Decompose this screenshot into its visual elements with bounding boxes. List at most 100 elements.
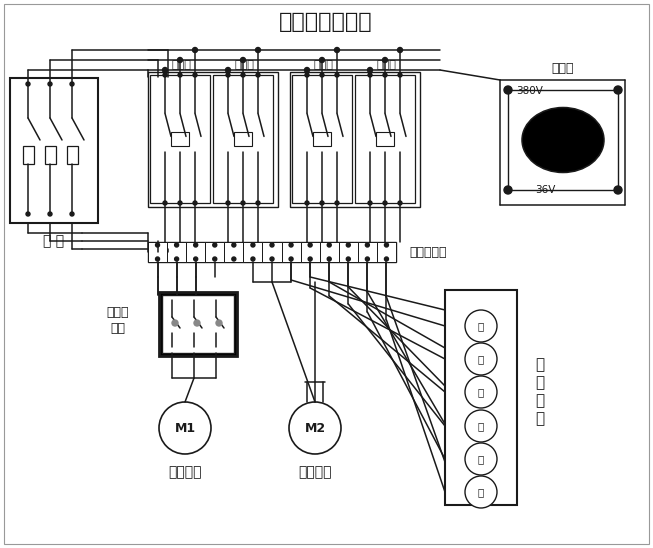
Circle shape bbox=[270, 243, 274, 247]
Bar bbox=[292, 75, 352, 203]
Bar bbox=[376, 132, 394, 146]
Circle shape bbox=[240, 58, 246, 62]
Bar bbox=[205, 242, 225, 262]
Circle shape bbox=[289, 402, 341, 454]
Circle shape bbox=[366, 257, 370, 261]
Bar bbox=[300, 242, 320, 262]
Circle shape bbox=[172, 320, 178, 326]
Circle shape bbox=[270, 257, 274, 261]
Text: M1: M1 bbox=[174, 421, 195, 435]
Bar bbox=[186, 242, 205, 262]
Circle shape bbox=[193, 73, 197, 77]
Circle shape bbox=[194, 257, 198, 261]
Circle shape bbox=[335, 73, 339, 77]
Bar bbox=[23, 146, 34, 164]
Bar bbox=[148, 72, 278, 207]
Circle shape bbox=[504, 186, 512, 194]
Circle shape bbox=[308, 243, 312, 247]
Circle shape bbox=[26, 212, 30, 216]
Circle shape bbox=[251, 257, 255, 261]
Text: 电动葫芦接线图: 电动葫芦接线图 bbox=[279, 12, 373, 32]
Circle shape bbox=[163, 201, 167, 205]
Circle shape bbox=[304, 67, 310, 72]
Text: 上: 上 bbox=[478, 387, 484, 397]
Circle shape bbox=[305, 201, 309, 205]
Circle shape bbox=[465, 343, 497, 375]
Circle shape bbox=[335, 201, 339, 205]
Bar bbox=[150, 75, 210, 203]
Circle shape bbox=[213, 257, 217, 261]
Circle shape bbox=[194, 243, 198, 247]
Text: 下: 下 bbox=[478, 421, 484, 431]
Circle shape bbox=[346, 243, 350, 247]
Circle shape bbox=[241, 73, 245, 77]
Circle shape bbox=[194, 320, 200, 326]
Bar bbox=[159, 292, 237, 356]
Circle shape bbox=[504, 86, 512, 94]
Bar bbox=[148, 242, 396, 262]
Bar bbox=[263, 242, 281, 262]
Circle shape bbox=[26, 82, 30, 86]
Bar bbox=[148, 242, 167, 262]
Circle shape bbox=[465, 410, 497, 442]
Circle shape bbox=[289, 243, 293, 247]
Circle shape bbox=[256, 73, 260, 77]
Text: 左: 左 bbox=[478, 454, 484, 464]
Bar bbox=[162, 295, 234, 353]
Bar bbox=[313, 132, 331, 146]
Circle shape bbox=[366, 243, 370, 247]
Circle shape bbox=[308, 257, 312, 261]
Text: 380V: 380V bbox=[517, 86, 543, 96]
Circle shape bbox=[155, 257, 159, 261]
Circle shape bbox=[241, 201, 245, 205]
Circle shape bbox=[398, 48, 402, 53]
Circle shape bbox=[368, 73, 372, 77]
Circle shape bbox=[178, 201, 182, 205]
Circle shape bbox=[398, 201, 402, 205]
Circle shape bbox=[346, 257, 350, 261]
Circle shape bbox=[465, 376, 497, 408]
Circle shape bbox=[368, 201, 372, 205]
Circle shape bbox=[213, 243, 217, 247]
Text: 位器: 位器 bbox=[110, 322, 125, 334]
Circle shape bbox=[48, 82, 52, 86]
Circle shape bbox=[383, 73, 387, 77]
Circle shape bbox=[383, 201, 387, 205]
Circle shape bbox=[465, 476, 497, 508]
Text: 作: 作 bbox=[535, 375, 545, 391]
Text: 红: 红 bbox=[478, 354, 484, 364]
Circle shape bbox=[398, 73, 402, 77]
Circle shape bbox=[226, 73, 230, 77]
Bar bbox=[225, 242, 244, 262]
Circle shape bbox=[251, 243, 255, 247]
Circle shape bbox=[385, 257, 389, 261]
Bar bbox=[171, 132, 189, 146]
Circle shape bbox=[256, 201, 260, 205]
Bar bbox=[290, 72, 420, 207]
Circle shape bbox=[178, 58, 182, 62]
Circle shape bbox=[232, 243, 236, 247]
Ellipse shape bbox=[522, 107, 604, 173]
Circle shape bbox=[465, 310, 497, 342]
Circle shape bbox=[193, 201, 197, 205]
Bar bbox=[339, 242, 358, 262]
Text: 接触器: 接触器 bbox=[171, 60, 191, 70]
Circle shape bbox=[614, 86, 622, 94]
Bar bbox=[445, 290, 517, 505]
Bar bbox=[355, 75, 415, 203]
Bar bbox=[377, 242, 396, 262]
Circle shape bbox=[70, 82, 74, 86]
Circle shape bbox=[319, 58, 325, 62]
Text: 行走电机: 行走电机 bbox=[298, 465, 332, 479]
Text: 手: 手 bbox=[535, 393, 545, 408]
Bar bbox=[508, 90, 618, 190]
Bar bbox=[234, 132, 252, 146]
Bar bbox=[281, 242, 300, 262]
Text: 右: 右 bbox=[478, 487, 484, 497]
Bar bbox=[358, 242, 377, 262]
Text: 柄: 柄 bbox=[535, 412, 545, 426]
Circle shape bbox=[320, 73, 324, 77]
Circle shape bbox=[48, 212, 52, 216]
Circle shape bbox=[163, 73, 167, 77]
Text: 绿: 绿 bbox=[478, 321, 484, 331]
